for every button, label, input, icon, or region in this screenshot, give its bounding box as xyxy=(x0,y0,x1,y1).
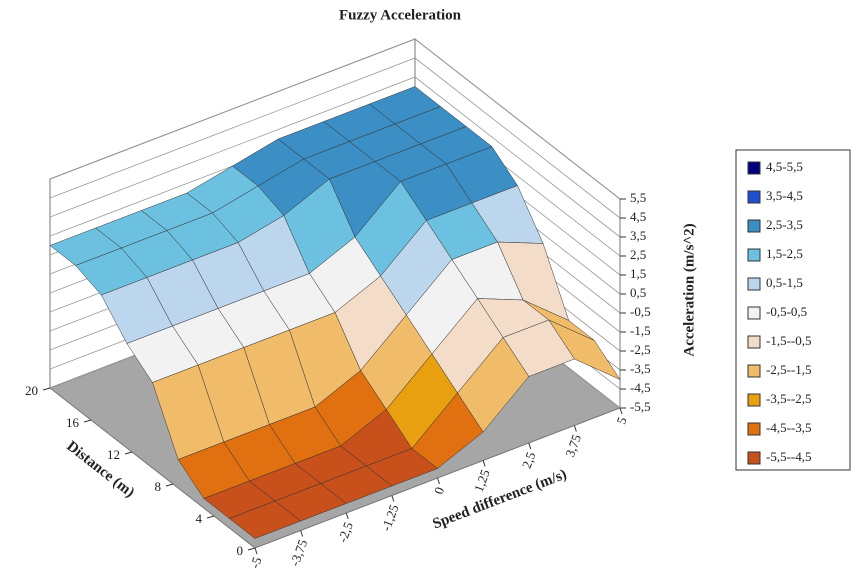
z-axis-title: Acceleration (m/s^2) xyxy=(681,223,697,356)
legend-swatch xyxy=(747,219,761,233)
z-tick-label: 5,5 xyxy=(630,190,646,205)
x-tick xyxy=(300,530,304,537)
surface-cell xyxy=(228,500,302,539)
x-tick xyxy=(391,495,395,502)
legend-label: -3,5--2,5 xyxy=(766,391,812,406)
legend-swatch xyxy=(747,277,761,291)
x-tick-label: 5 xyxy=(613,415,629,426)
x-tick-label: 3,75 xyxy=(562,432,584,459)
y-tick xyxy=(124,451,133,455)
x-tick-label: -5 xyxy=(247,555,265,570)
y-tick xyxy=(42,387,51,391)
z-tick-label: -4,5 xyxy=(630,380,651,395)
x-tick xyxy=(254,547,258,555)
z-tick-label: 3,5 xyxy=(630,228,646,243)
x-tick-label: -3,75 xyxy=(287,537,310,568)
legend-swatch xyxy=(747,451,761,465)
y-tick-label: 12 xyxy=(107,447,120,462)
y-tick-label: 0 xyxy=(237,543,244,558)
y-tick-label: 16 xyxy=(66,415,80,430)
y-tick-label: 20 xyxy=(25,383,38,398)
x-tick-label: 0 xyxy=(431,485,447,496)
grid-line xyxy=(49,76,621,238)
legend-label: 3,5-4,5 xyxy=(766,188,803,203)
legend-label: -0,5-0,5 xyxy=(766,304,807,319)
chart-title: Fuzzy Acceleration xyxy=(339,7,462,23)
legend-label: 1,5-2,5 xyxy=(766,246,803,261)
y-tick xyxy=(165,483,174,487)
legend-swatch xyxy=(747,422,761,436)
legend-swatch xyxy=(747,190,761,204)
z-tick-label: -1,5 xyxy=(630,323,651,338)
x-tick-label: -1,25 xyxy=(378,502,401,533)
z-tick-label: -2,5 xyxy=(630,342,651,357)
legend-swatch xyxy=(747,364,761,378)
y-tick xyxy=(247,547,256,551)
x-tick xyxy=(345,512,349,520)
legend-label: 2,5-3,5 xyxy=(766,217,803,232)
z-tick-label: -0,5 xyxy=(630,304,651,319)
x-tick xyxy=(437,477,440,485)
grid-line xyxy=(49,38,621,200)
legend-label: -5,5--4,5 xyxy=(766,449,812,464)
y-tick xyxy=(206,515,215,519)
x-tick xyxy=(619,407,623,415)
x-tick xyxy=(573,425,577,432)
y-tick-label: 4 xyxy=(196,511,203,526)
legend-label: 0,5-1,5 xyxy=(766,275,803,290)
legend-swatch xyxy=(747,161,761,175)
x-tick-label: 2,5 xyxy=(519,450,539,470)
z-tick-label: 1,5 xyxy=(630,266,646,281)
z-tick-label: -3,5 xyxy=(630,361,651,376)
x-tick-label: -2,5 xyxy=(335,520,356,544)
legend-label: 4,5-5,5 xyxy=(766,159,803,174)
z-tick-label: 0,5 xyxy=(630,285,646,300)
x-tick xyxy=(528,442,532,450)
x-tick xyxy=(482,460,486,467)
legend-label: -2,5--1,5 xyxy=(766,362,812,377)
grid-line xyxy=(49,57,621,219)
legend-swatch xyxy=(747,248,761,262)
legend-swatch xyxy=(747,393,761,407)
legend-swatch xyxy=(747,335,761,349)
z-tick-label: 2,5 xyxy=(630,247,646,262)
y-tick-label: 8 xyxy=(155,479,162,494)
x-tick-label: 1,25 xyxy=(471,467,493,494)
z-tick-label: 4,5 xyxy=(630,209,646,224)
y-tick xyxy=(83,419,92,423)
z-tick-label: -5,5 xyxy=(630,399,651,414)
legend-label: -4,5--3,5 xyxy=(766,420,812,435)
legend-label: -1,5--0,5 xyxy=(766,333,812,348)
x-axis-title: Speed difference (m/s) xyxy=(431,467,569,533)
legend-swatch xyxy=(747,306,761,320)
